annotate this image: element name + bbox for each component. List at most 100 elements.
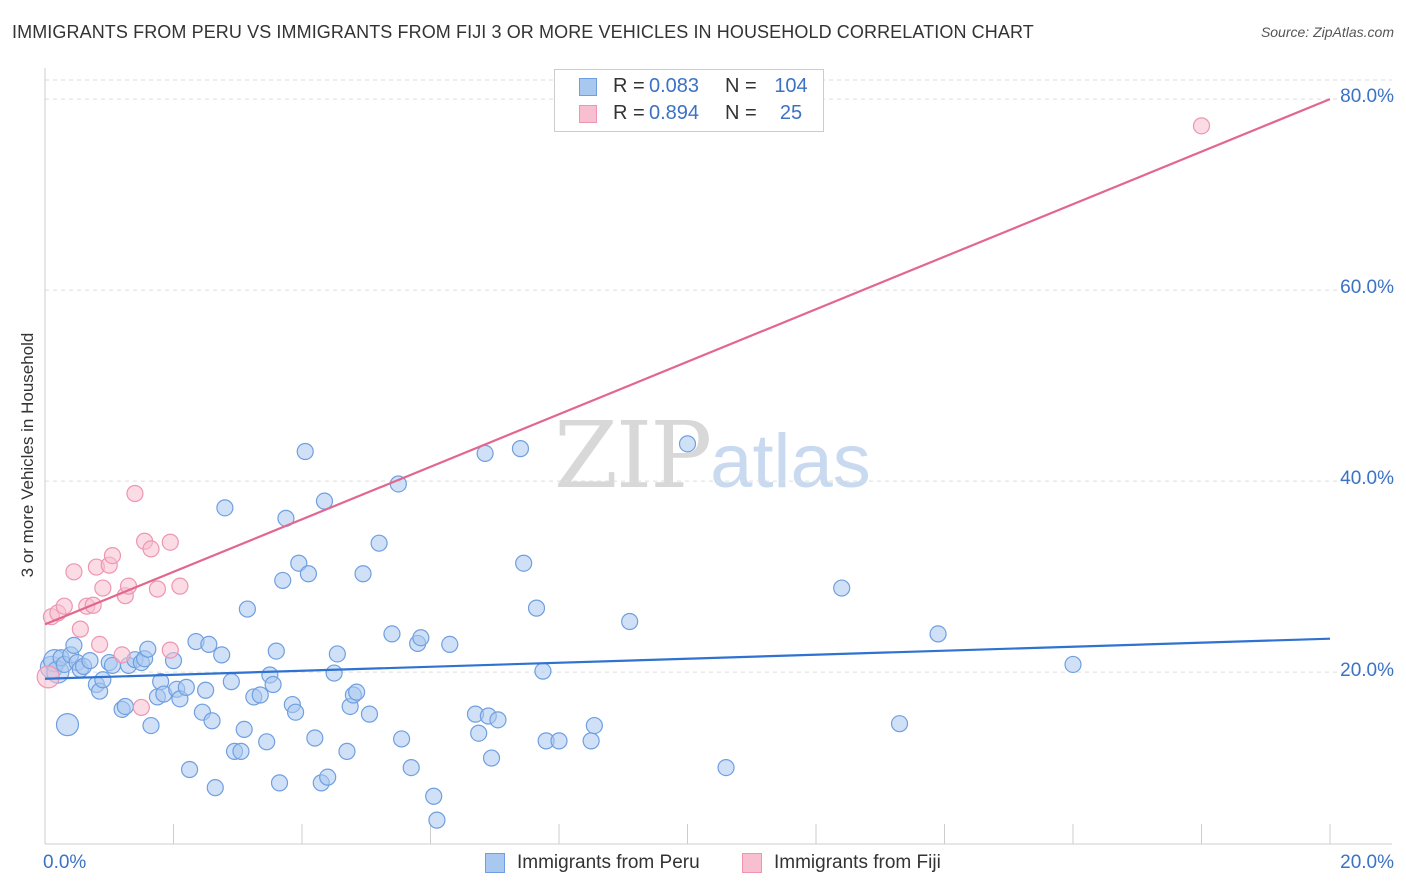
peru-point (306, 729, 324, 747)
peru-point (717, 758, 735, 777)
peru-point (582, 732, 600, 750)
fiji-point (103, 546, 122, 565)
fiji-point (113, 646, 131, 664)
peru-point (383, 625, 401, 643)
r-value: 0.083 (649, 75, 700, 97)
x-tick-label-max: 20.0% (1340, 852, 1394, 873)
y-axis-label: 3 or more Vehicles in Household (18, 332, 37, 578)
peru-point (370, 534, 388, 552)
fiji-point (55, 597, 73, 615)
peru-point (425, 787, 443, 805)
peru-point (232, 742, 250, 760)
peru-point (328, 645, 346, 663)
peru-point (286, 703, 305, 721)
peru-point (534, 662, 552, 680)
peru-point (392, 730, 411, 748)
peru-point (489, 711, 507, 729)
fiji-swatch (579, 105, 597, 123)
fiji-legend-swatch (742, 853, 762, 873)
r-label: R = (613, 75, 645, 97)
peru-point (139, 640, 157, 658)
n-label: N = (725, 75, 757, 97)
peru-point (81, 652, 99, 670)
fiji-point (94, 579, 112, 597)
peru-point (833, 579, 851, 597)
peru-point (65, 636, 83, 654)
correlation-legend: R = 0.083 N = 104 R = 0.894 N = 25 (554, 69, 824, 132)
legend-label-peru: Immigrants from Peru (517, 852, 700, 873)
source-credit: Source: ZipAtlas.com (1260, 24, 1394, 40)
peru-point (319, 768, 337, 786)
peru-point (428, 811, 446, 829)
watermark-zip: ZIP (554, 402, 712, 509)
y-tick-label-20: 20.0% (1340, 660, 1394, 681)
peru-point (929, 625, 947, 643)
fiji-point (71, 620, 89, 638)
peru-point (441, 635, 459, 654)
peru-point (511, 440, 530, 458)
peru-point (1064, 655, 1082, 674)
fiji-point (171, 577, 189, 595)
peru-trend-line (44, 637, 1331, 680)
peru-point (180, 760, 199, 779)
n-label: N = (725, 102, 757, 124)
chart-title: IMMIGRANTS FROM PERU VS IMMIGRANTS FROM … (12, 22, 1034, 42)
peru-point (251, 686, 269, 704)
y-tick-label-40: 40.0% (1340, 468, 1394, 489)
peru-point (264, 675, 282, 694)
fiji-trend-line (44, 98, 1331, 626)
n-value: 104 (774, 75, 808, 97)
peru-point (412, 629, 430, 647)
r-value: 0.894 (649, 102, 700, 124)
peru-point (206, 779, 224, 797)
fiji-point (1192, 117, 1211, 135)
peru-point (325, 664, 343, 682)
peru-point (402, 758, 420, 777)
peru-point (470, 724, 488, 742)
peru-point (338, 742, 356, 760)
peru-point (621, 612, 639, 631)
fiji-point (91, 635, 109, 654)
fiji-point (142, 540, 160, 558)
peru-point (299, 565, 318, 583)
watermark: ZIPatlas (554, 402, 871, 509)
peru-point (890, 715, 909, 733)
fiji-point (36, 665, 60, 689)
y-tick-label-80: 80.0% (1340, 86, 1394, 107)
peru-point (267, 642, 285, 660)
peru-point (360, 705, 379, 723)
peru-legend-swatch (485, 853, 505, 873)
peru-point (348, 683, 366, 701)
fiji-point (161, 641, 179, 659)
x-tick-label-min: 0.0% (43, 852, 87, 873)
peru-point (678, 435, 697, 453)
peru-point (200, 635, 218, 654)
fiji-point (161, 533, 179, 551)
peru-point (296, 442, 314, 461)
fiji-point (148, 580, 167, 598)
peru-point (482, 749, 501, 767)
watermark-atlas: atlas (710, 419, 871, 504)
peru-point (274, 571, 292, 590)
fiji-point (126, 484, 144, 503)
series-legend: Immigrants from Peru Immigrants from Fij… (0, 852, 1406, 878)
peru-point (116, 697, 134, 716)
peru-point (527, 599, 546, 617)
r-label: R = (613, 102, 645, 124)
peru-point (94, 671, 112, 689)
fiji-point (65, 563, 83, 581)
peru-point (177, 678, 195, 696)
legend-label-fiji: Immigrants from Fiji (774, 852, 941, 873)
peru-point (203, 712, 221, 730)
y-tick-label-60: 60.0% (1340, 277, 1394, 298)
peru-point (515, 554, 533, 572)
peru-point (290, 554, 308, 572)
n-value: 25 (779, 102, 803, 124)
peru-point (197, 681, 215, 699)
peru-point (222, 673, 240, 691)
peru-point (216, 499, 234, 517)
peru-point (270, 774, 289, 792)
peru-point (585, 716, 603, 735)
peru-point (550, 732, 568, 750)
